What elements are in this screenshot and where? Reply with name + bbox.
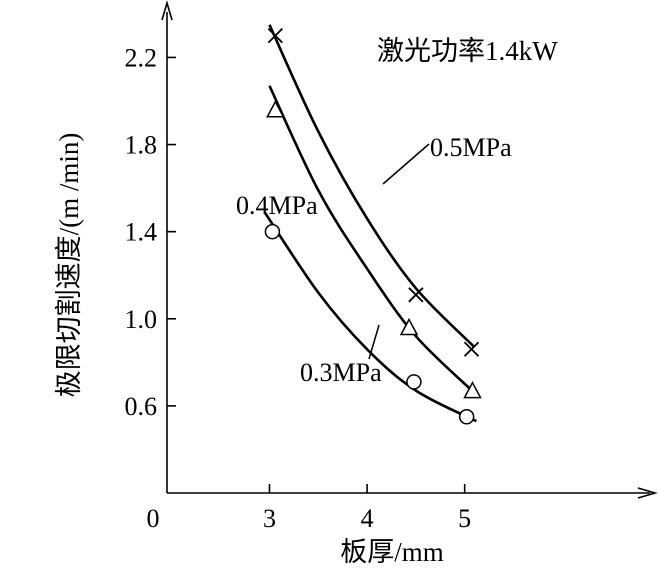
y-tick-label-4: 2.2 <box>125 43 158 72</box>
series-label-0.5MPa: 0.5MPa <box>430 133 512 162</box>
series-line-0.3MPa <box>263 211 477 423</box>
x-tick-label-0: 3 <box>263 504 276 533</box>
y-tick-label-3: 1.8 <box>125 131 158 160</box>
power-annotation: 激光功率1.4kW <box>377 36 558 66</box>
data-point-0.4MPa-2 <box>463 381 482 399</box>
series-line-0.5MPa <box>268 24 476 349</box>
x-tick-label-2: 5 <box>458 504 471 533</box>
series-line-0.4MPa <box>268 85 476 394</box>
data-point-0.3MPa-2 <box>458 409 475 425</box>
y-tick-label-1: 1.0 <box>125 305 158 334</box>
data-point-0.5MPa-0 <box>267 28 283 44</box>
x-axis-arrow-icon <box>637 487 658 499</box>
data-point-0.5MPa-2 <box>463 341 480 357</box>
leader-line-0.5MPa <box>382 143 430 185</box>
data-point-0.4MPa-1 <box>399 317 419 336</box>
series-layer <box>263 24 482 425</box>
x-axis-title: 板厚/mm <box>340 537 444 567</box>
y-tick-label-2: 1.4 <box>125 218 158 247</box>
y-ticks: 0.6 1.0 1.4 1.8 2.2 <box>125 43 176 421</box>
x-tick-label-1: 4 <box>361 504 374 533</box>
data-point-0.3MPa-1 <box>406 374 422 390</box>
y-axis-arrow-icon <box>161 0 173 21</box>
data-point-0.3MPa-0 <box>264 223 281 240</box>
x-ticks: 3 4 5 <box>263 484 471 533</box>
leader-line-0.3MPa <box>368 324 380 360</box>
origin-label: 0 <box>147 504 160 533</box>
data-point-0.5MPa-1 <box>408 287 424 303</box>
y-tick-label-0: 0.6 <box>125 392 158 421</box>
data-point-0.4MPa-0 <box>266 100 285 118</box>
series-label-0.4MPa: 0.4MPa <box>236 191 318 220</box>
series-label-0.3MPa: 0.3MPa <box>300 358 382 387</box>
y-axis-title: 极限切割速度/(m /min) <box>54 133 84 398</box>
